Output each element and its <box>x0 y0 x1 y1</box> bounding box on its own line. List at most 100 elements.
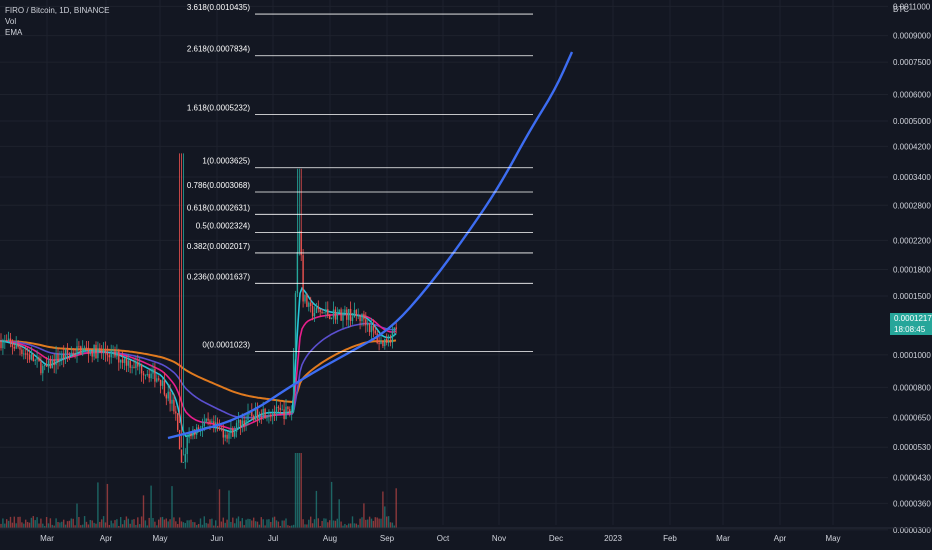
candle-body <box>310 302 312 307</box>
volume-bar <box>365 519 367 528</box>
candle-body <box>368 323 371 333</box>
ema-slow-line <box>0 339 397 404</box>
volume-bar <box>78 517 80 528</box>
volume-bar <box>61 521 63 528</box>
volume-bar <box>6 519 8 528</box>
volume-bar <box>47 523 50 528</box>
volume-bar <box>199 518 202 528</box>
volume-bar <box>45 516 48 528</box>
volume-bar <box>226 519 228 528</box>
candle-body <box>36 357 38 360</box>
volume-bar <box>205 522 207 528</box>
candle-body <box>167 391 169 399</box>
candle-body <box>177 413 179 430</box>
volume-bar <box>348 523 350 528</box>
candle-body <box>2 341 4 349</box>
parabolic-curve[interactable] <box>167 51 574 440</box>
volume-bar <box>253 517 255 528</box>
volume-bar <box>234 523 236 528</box>
fib-level-label: 0(0.0001023) <box>202 341 250 350</box>
candle-body <box>294 293 297 354</box>
candle-body <box>359 315 361 322</box>
candle-body <box>125 358 128 366</box>
candle-body <box>137 361 139 367</box>
candle-body <box>384 338 386 347</box>
candle-body <box>142 373 145 376</box>
candle-body <box>285 406 287 419</box>
volume-bar <box>152 517 154 528</box>
fib-level-label: 0.382(0.0002017) <box>187 242 251 251</box>
candle-body <box>83 347 86 349</box>
volume-bar <box>321 521 323 528</box>
time-axis[interactable]: Mar Apr May Jun Jul Aug Sep Oct Nov Dec 2023 Feb Mar… <box>0 527 932 543</box>
candle-body <box>386 338 388 343</box>
volume-bar <box>268 519 270 528</box>
symbol-title[interactable]: FIRO / Bitcoin, 1D, BINANCE <box>5 6 110 15</box>
candle-body <box>118 351 120 363</box>
volume-bar <box>85 521 88 528</box>
volume-bar <box>57 522 59 528</box>
candle-body <box>120 359 122 363</box>
volume-bar <box>317 518 319 528</box>
candle-body <box>38 357 40 362</box>
volume-bar <box>391 522 394 528</box>
volume-bar <box>28 522 31 528</box>
candle-body <box>68 353 71 355</box>
volume-bar <box>93 522 95 528</box>
parabolic-curve-line <box>167 51 574 440</box>
candle-body <box>277 406 280 408</box>
candle-body <box>247 412 249 420</box>
candle-body <box>139 364 141 367</box>
volume-bar <box>232 517 234 528</box>
volume-bar <box>158 519 160 528</box>
volume-bar <box>159 517 162 528</box>
volume-bar <box>97 482 99 528</box>
candle-body <box>42 365 44 374</box>
candle-body <box>156 378 158 382</box>
volume-bar <box>247 518 249 528</box>
price-axis[interactable]: BTC0.00140000.00110000.00090000.00075000… <box>893 0 931 550</box>
volume-bar <box>264 525 266 528</box>
volume-bar <box>327 522 329 528</box>
candle-body <box>140 364 143 374</box>
ema-indicator-label[interactable]: EMA <box>5 28 23 37</box>
volume-bar <box>283 520 285 528</box>
time-axis-tick: Mar <box>716 534 730 543</box>
candle-body <box>207 418 209 421</box>
time-axis-tick: Mar <box>40 534 54 543</box>
volume-bar <box>329 520 331 528</box>
volume-bar <box>184 523 186 528</box>
volume-bar <box>222 517 224 528</box>
volume-bar <box>380 518 382 528</box>
fib-extension[interactable]: 3.618(0.0010435) 2.618(0.0007834) 1.618(0.… <box>187 3 533 353</box>
fib-level-label: 0.618(0.0002631) <box>187 203 251 212</box>
volume-bar <box>315 490 318 528</box>
volume-bar <box>123 520 126 528</box>
volume-bar <box>332 520 335 528</box>
volume-bar <box>44 525 46 528</box>
candle-body <box>340 309 342 321</box>
volume-bar <box>211 518 213 528</box>
volume-bar <box>370 518 373 528</box>
candle-body <box>175 411 177 414</box>
candle-body <box>199 430 202 432</box>
volume-bar <box>196 525 198 528</box>
candle-body <box>44 364 46 366</box>
ema-fast-line <box>0 286 397 438</box>
time-axis-tick: Apr <box>100 534 113 543</box>
candle-body <box>205 418 207 422</box>
volume-indicator-label[interactable]: Vol <box>5 17 17 26</box>
candle-body <box>106 353 109 356</box>
candle-body <box>150 373 152 379</box>
candle-body <box>173 399 175 412</box>
volume-bar <box>110 520 112 528</box>
volume-bar <box>281 520 283 528</box>
candle-body <box>218 427 221 429</box>
candle-body <box>323 312 325 314</box>
candle-body <box>351 317 354 321</box>
candle-body <box>239 419 242 427</box>
candle-body <box>357 315 359 317</box>
candle-body <box>260 417 262 419</box>
volume-bar <box>83 516 86 528</box>
